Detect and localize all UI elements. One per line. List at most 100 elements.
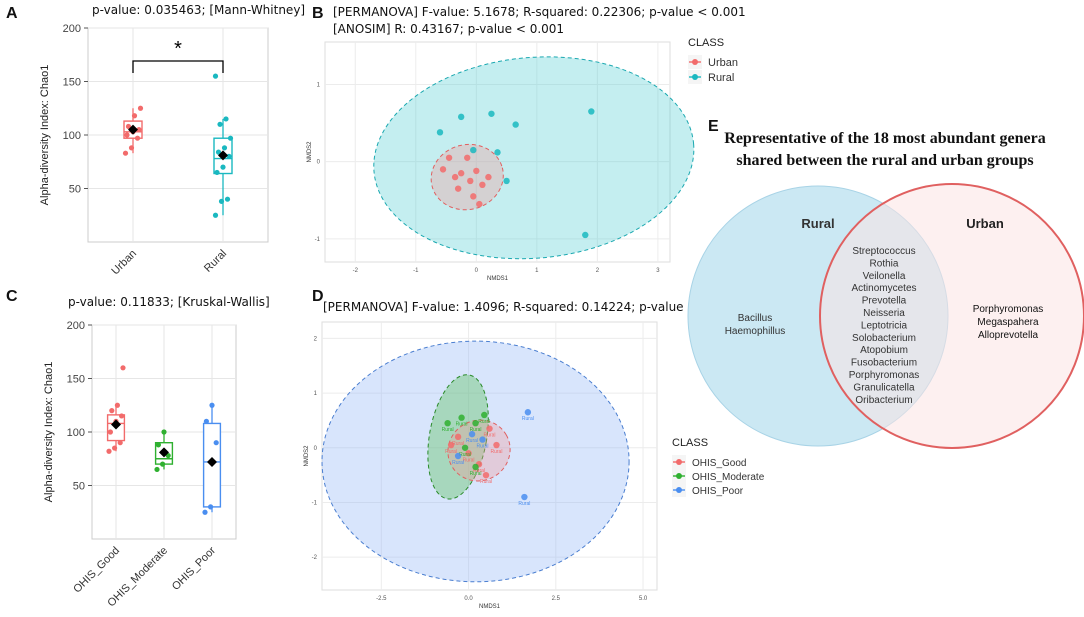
data-point-OHIS_Moderate: [472, 463, 479, 471]
data-point-OHIS_Poor: [479, 436, 486, 443]
data-point-label: Rural: [518, 501, 530, 507]
panel-A-x-tick-label: Urban: [109, 248, 139, 278]
data-point-label: Rural: [442, 427, 454, 433]
data-point-OHIS_Good: [117, 440, 123, 446]
data-point-OHIS_Good: [109, 408, 115, 414]
mean-marker-Urban: [128, 124, 138, 135]
data-point-label: Rural: [473, 468, 485, 474]
mean-marker-Rural: [218, 150, 228, 161]
venn-genus-shared: Oribacterium: [855, 395, 912, 406]
significance-bracket: [132, 60, 224, 73]
data-point-Urban: [136, 127, 142, 133]
legend-dot-Rural: [692, 74, 698, 80]
panel-C-y-tick-label: 200: [67, 320, 85, 332]
data-point-Rural: [457, 113, 465, 121]
panel-B-y-axis-label: NMDS2: [307, 141, 313, 163]
data-point-OHIS_Good: [493, 441, 500, 449]
panel-d-title: [PERMANOVA] F-value: 1.4096; R-squared: …: [323, 300, 736, 314]
data-point-Urban: [137, 105, 144, 111]
data-point-label: Rural: [478, 419, 490, 425]
venn-label-urban: Urban: [966, 216, 1004, 231]
significance-star: *: [174, 38, 182, 60]
venn-genus-shared: Prevotella: [862, 296, 907, 307]
data-point-label: Rural: [445, 449, 457, 455]
venn-genus-shared: Granulicatella: [853, 382, 915, 393]
data-point-OHIS_Moderate: [444, 419, 451, 427]
data-point-OHIS_Good: [106, 448, 112, 454]
panel-D-y-tick-label: -1: [312, 500, 318, 506]
confidence-ellipse-Rural: [373, 56, 695, 260]
data-point-label: Rural: [470, 427, 482, 433]
data-point-OHIS_Poor: [468, 430, 476, 438]
venn-genus-shared: Leptotricia: [861, 320, 908, 331]
data-point-Rural: [512, 121, 519, 128]
data-point-OHIS_Poor: [454, 452, 462, 460]
panel-letter-c: C: [6, 288, 18, 305]
data-point-label: Rural: [480, 479, 492, 485]
data-point-Rural: [436, 129, 444, 136]
data-point-OHIS_Good: [119, 413, 125, 419]
venn-genus-shared: Veilonella: [863, 271, 906, 282]
data-point-Urban: [470, 193, 477, 200]
panel-B-x-axis-label: NMDS1: [487, 276, 509, 282]
panel-D-x-tick-label: 2.5: [552, 596, 561, 602]
panel-C-y-axis-label: Alpha-diversity Index: Chao1: [43, 362, 55, 503]
data-point-OHIS_Good: [114, 402, 120, 408]
legend-title-D: CLASS: [672, 437, 708, 449]
data-point-OHIS_Moderate: [161, 429, 167, 435]
data-point-Rural: [214, 169, 220, 176]
data-point-Urban: [124, 132, 130, 138]
data-point-Rural: [212, 73, 219, 79]
data-point-Urban: [476, 200, 483, 208]
venn-genus-shared: Atopobium: [860, 345, 908, 356]
panel-B-x-tick-label: -2: [353, 268, 359, 274]
data-point-label: Rural: [456, 422, 468, 428]
panel-c-title: p-value: 0.11833; [Kruskal-Wallis]: [68, 295, 270, 309]
panel-C-y-tick-label: 100: [67, 427, 85, 439]
panel-B-x-tick-label: -1: [413, 268, 419, 274]
panel-B-x-tick-label: 0: [475, 268, 479, 274]
data-point-label: Rural: [452, 441, 464, 447]
data-point-Rural: [224, 196, 231, 202]
data-point-label: Rural: [491, 449, 503, 455]
legend-label-OHIS_Good: OHIS_Good: [692, 458, 746, 469]
data-point-label: Rural: [466, 438, 478, 444]
data-point-Rural: [221, 145, 228, 151]
data-point-Rural: [488, 110, 495, 117]
data-point-label: Rural: [452, 460, 464, 466]
data-point-OHIS_Moderate: [155, 442, 161, 448]
panel-letter-d: D: [312, 288, 324, 305]
data-point-Rural: [217, 121, 223, 127]
panel-D-plot-area: [321, 321, 658, 591]
panel-letter-a: A: [6, 5, 18, 22]
data-point-Urban: [134, 135, 141, 141]
legend-label-Rural: Rural: [708, 72, 734, 84]
data-point-Urban: [485, 173, 492, 181]
data-point-Rural: [220, 164, 226, 170]
data-point-Rural: [223, 116, 229, 122]
data-point-OHIS_Moderate: [481, 411, 488, 419]
venn-genus-urban-only: Alloprevotella: [978, 330, 1038, 341]
legend-dot-OHIS_Good: [676, 459, 682, 465]
venn-genus-shared: Streptococcus: [852, 246, 915, 257]
legend-title-B: CLASS: [688, 37, 724, 49]
data-point-Urban: [128, 145, 135, 151]
panel-B-y-tick-label: 1: [317, 82, 321, 88]
data-point-OHIS_Moderate: [472, 419, 479, 427]
data-point-OHIS_Moderate: [461, 444, 469, 451]
panel-D-y-tick-label: 2: [314, 336, 318, 342]
data-point-Urban: [454, 185, 462, 192]
legend-dot-Urban: [692, 59, 698, 65]
data-point-Rural: [582, 231, 589, 239]
mean-marker-OHIS_Good: [111, 419, 121, 430]
data-point-OHIS_Good: [482, 471, 490, 479]
confidence-ellipse-OHIS_Poor: [321, 340, 630, 583]
data-point-label: Rural: [463, 457, 475, 463]
panel-D-x-tick-label: 5.0: [639, 596, 648, 602]
panel-letter-e: E: [708, 118, 719, 135]
panel-D-y-tick-label: 1: [314, 391, 318, 397]
legend-dot-OHIS_Poor: [676, 487, 682, 493]
panel-A-x-tick-label: Rural: [202, 248, 229, 275]
data-point-Rural: [470, 146, 477, 154]
data-point-Urban: [464, 154, 471, 161]
